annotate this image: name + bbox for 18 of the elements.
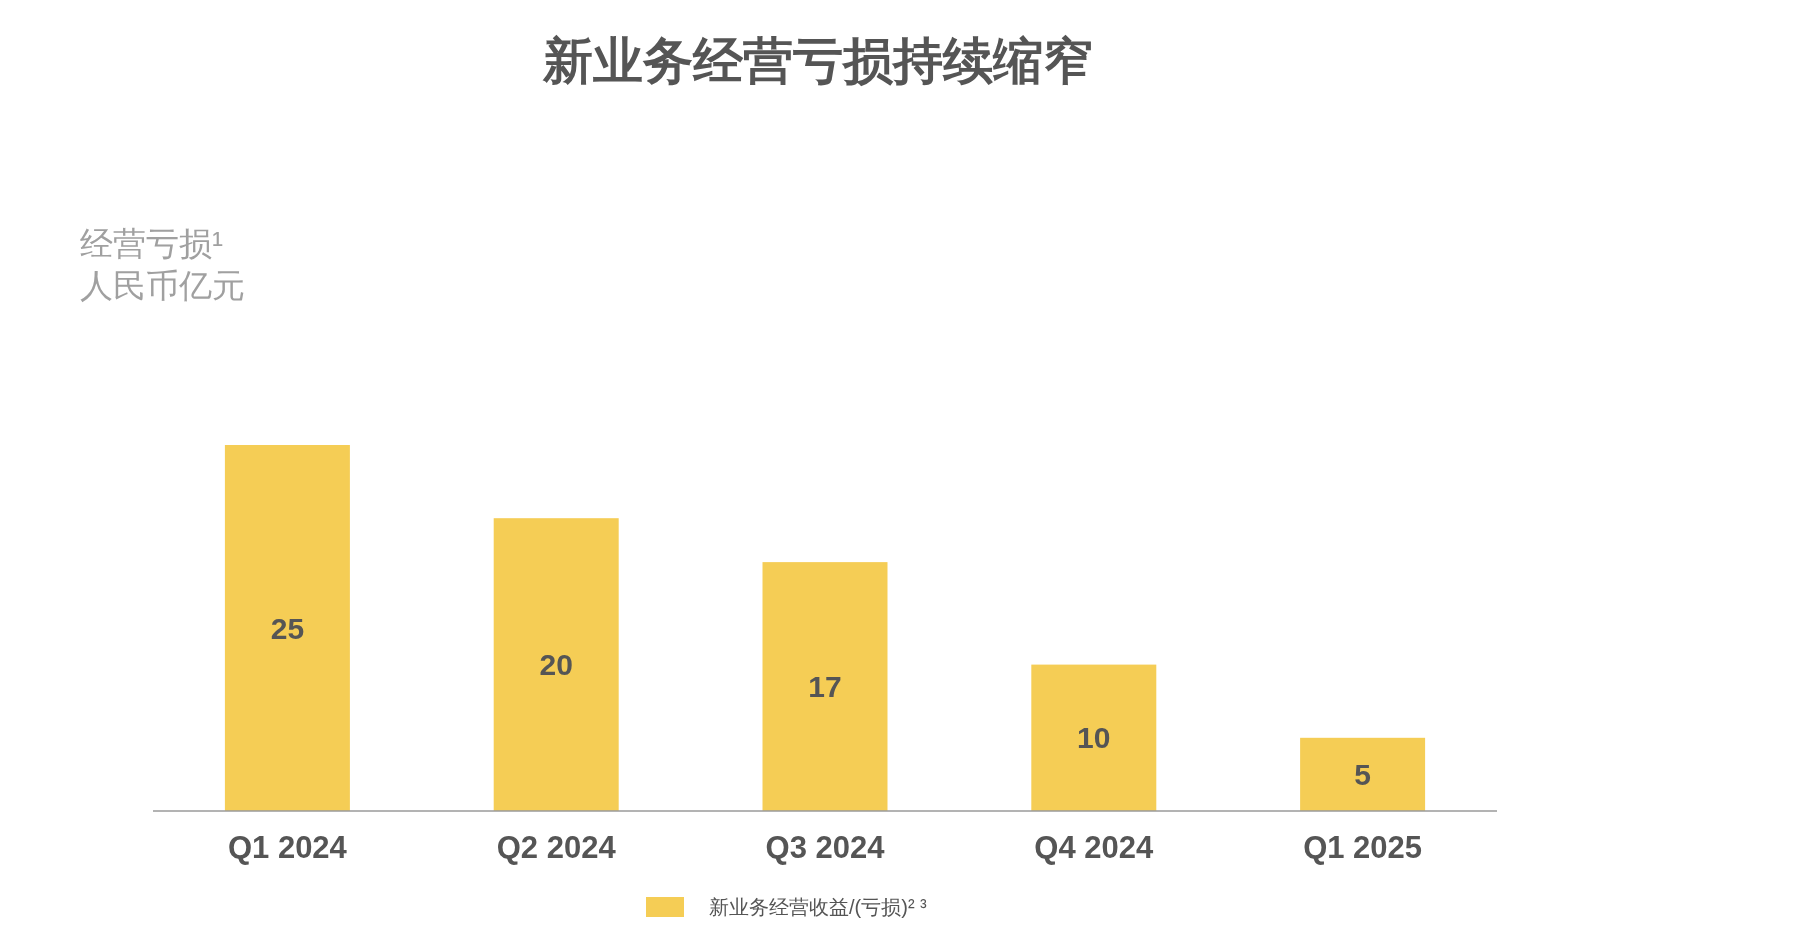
bar — [224, 445, 350, 811]
text: 经营亏损¹ 人民币亿元 — [80, 224, 245, 304]
x-tick-label: Q1 2024 — [227, 829, 348, 865]
bar — [1031, 664, 1157, 811]
data-label: 25 — [270, 611, 305, 645]
data-label: 20 — [539, 648, 573, 682]
bar — [1300, 737, 1426, 811]
data-label: 17 — [808, 670, 842, 704]
x-tick-label: Q2 2024 — [496, 829, 617, 865]
x-tick-label: Q3 2024 — [765, 829, 886, 865]
data-label: 5 — [1354, 757, 1371, 791]
x-tick-label: Q4 2024 — [1034, 829, 1155, 865]
data-label: 10 — [1077, 721, 1111, 755]
legend-label: 新业务经营收益/(亏损)² ³ — [709, 896, 928, 918]
bar — [762, 562, 888, 811]
bar — [493, 518, 619, 811]
x-tick-label: Q1 2025 — [1303, 829, 1423, 865]
chart-title: 新业务经营亏损持续缩窄 — [542, 32, 1093, 89]
